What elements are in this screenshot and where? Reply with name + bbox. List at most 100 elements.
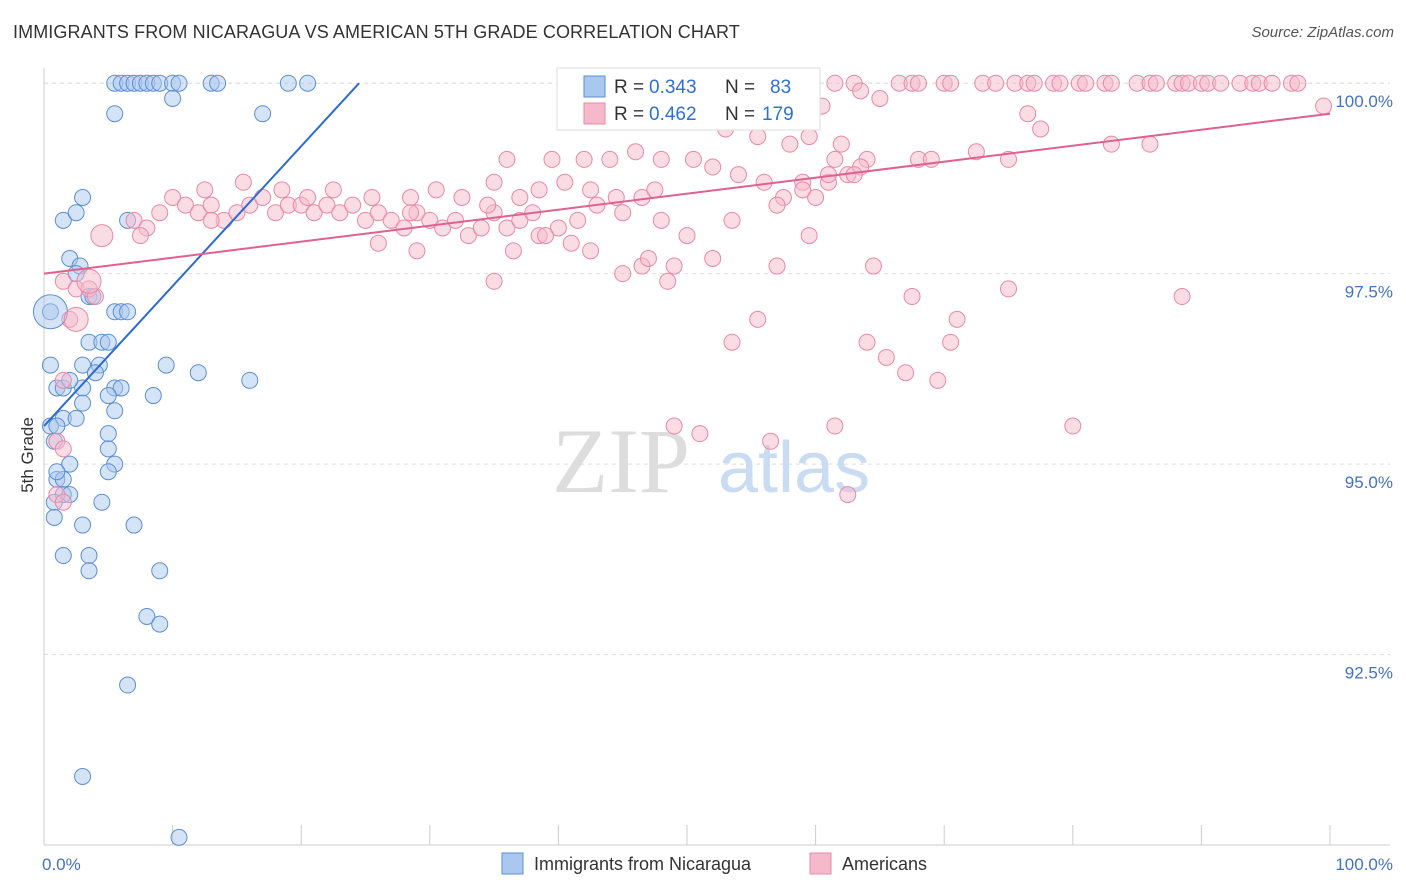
y-tick-label: 100.0% — [1335, 92, 1393, 111]
point-americans — [1315, 97, 1333, 115]
point-americans — [479, 196, 497, 214]
point-americans — [125, 211, 143, 229]
point-americans — [1019, 105, 1037, 123]
legend-n-label-2: N = — [725, 104, 755, 125]
point-nicaragua — [54, 547, 72, 565]
point-americans — [839, 486, 857, 504]
point-nicaragua — [80, 547, 98, 565]
point-americans — [273, 181, 291, 199]
point-americans — [202, 211, 220, 229]
legend-r-label-1: R = — [614, 77, 644, 98]
point-americans — [511, 189, 529, 206]
point-americans — [942, 74, 960, 92]
point-americans — [781, 135, 799, 153]
point-americans — [1032, 120, 1050, 138]
point-nicaragua — [48, 463, 66, 481]
point-americans — [903, 288, 921, 306]
point-americans — [189, 204, 207, 222]
trend-line-americans — [43, 112, 1331, 275]
point-americans — [1051, 74, 1069, 92]
point-nicaragua — [254, 105, 272, 123]
point-nicaragua — [99, 333, 117, 351]
point-americans — [569, 211, 587, 229]
point-americans — [832, 135, 850, 153]
point-americans — [582, 242, 600, 260]
point-nicaragua — [86, 364, 104, 382]
point-americans — [344, 196, 362, 214]
point-americans — [1000, 150, 1017, 168]
point-americans — [331, 204, 349, 222]
point-americans — [582, 181, 600, 199]
point-nicaragua — [170, 74, 188, 92]
point-americans — [131, 227, 149, 245]
point-americans — [472, 219, 490, 237]
point-americans — [659, 272, 677, 290]
point-nicaragua — [144, 387, 162, 405]
point-americans — [556, 173, 574, 191]
point-americans — [627, 143, 645, 161]
y-tick-label: 92.5% — [1345, 664, 1393, 683]
point-americans — [447, 211, 465, 229]
point-nicaragua — [189, 364, 207, 382]
point-nicaragua — [74, 356, 92, 374]
point-nicaragua — [106, 105, 124, 123]
point-americans — [723, 211, 741, 229]
point-americans — [318, 196, 336, 214]
watermark: ZIP atlas — [552, 410, 870, 512]
point-americans — [54, 272, 72, 290]
point-americans — [369, 204, 387, 222]
point-americans — [858, 333, 876, 351]
point-americans — [202, 196, 220, 214]
point-nicaragua — [138, 607, 156, 625]
point-americans — [768, 257, 786, 275]
point-americans — [652, 211, 670, 229]
point-nicaragua — [99, 425, 117, 443]
point-americans — [254, 189, 272, 206]
point-americans — [826, 417, 844, 435]
point-americans — [1147, 74, 1165, 92]
legend-n-value-1: 83 — [770, 77, 791, 98]
point-americans — [402, 189, 420, 206]
x-tick-label: 0.0% — [42, 855, 81, 874]
point-americans — [234, 173, 252, 191]
point-americans — [1102, 74, 1120, 92]
point-nicaragua — [241, 371, 259, 389]
point-americans — [427, 181, 445, 199]
point-americans — [408, 242, 426, 260]
point-nicaragua — [67, 204, 85, 222]
point-americans — [762, 432, 780, 450]
point-americans — [826, 150, 844, 168]
point-americans — [729, 166, 747, 184]
x-tick-label: 100.0% — [1335, 855, 1393, 874]
point-americans — [485, 272, 503, 290]
point-americans — [704, 158, 722, 176]
legend-r-value-2: 0.462 — [649, 104, 697, 125]
legend-swatch-pink — [583, 102, 606, 125]
bottom-legend-label-pink: Americans — [842, 854, 927, 874]
point-americans — [826, 74, 844, 92]
point-americans — [897, 364, 915, 382]
point-americans — [800, 227, 818, 245]
point-nicaragua — [164, 89, 182, 107]
point-americans — [543, 150, 561, 168]
point-americans — [1141, 135, 1159, 153]
point-nicaragua — [151, 615, 169, 633]
point-nicaragua — [99, 387, 117, 405]
point-americans — [324, 181, 342, 199]
point-americans — [807, 189, 825, 206]
point-nicaragua — [112, 379, 130, 397]
point-nicaragua — [80, 562, 98, 580]
point-americans — [485, 173, 503, 191]
point-americans — [1025, 74, 1043, 92]
legend-r-value-1: 0.343 — [649, 77, 697, 98]
point-americans — [652, 150, 670, 168]
point-americans — [151, 204, 169, 222]
point-americans — [987, 74, 1005, 92]
point-americans — [845, 166, 863, 184]
point-nicaragua — [106, 402, 124, 420]
point-nicaragua — [67, 409, 85, 427]
point-americans — [704, 249, 722, 267]
point-americans — [749, 128, 767, 146]
point-americans — [504, 242, 522, 260]
point-americans — [871, 89, 889, 107]
